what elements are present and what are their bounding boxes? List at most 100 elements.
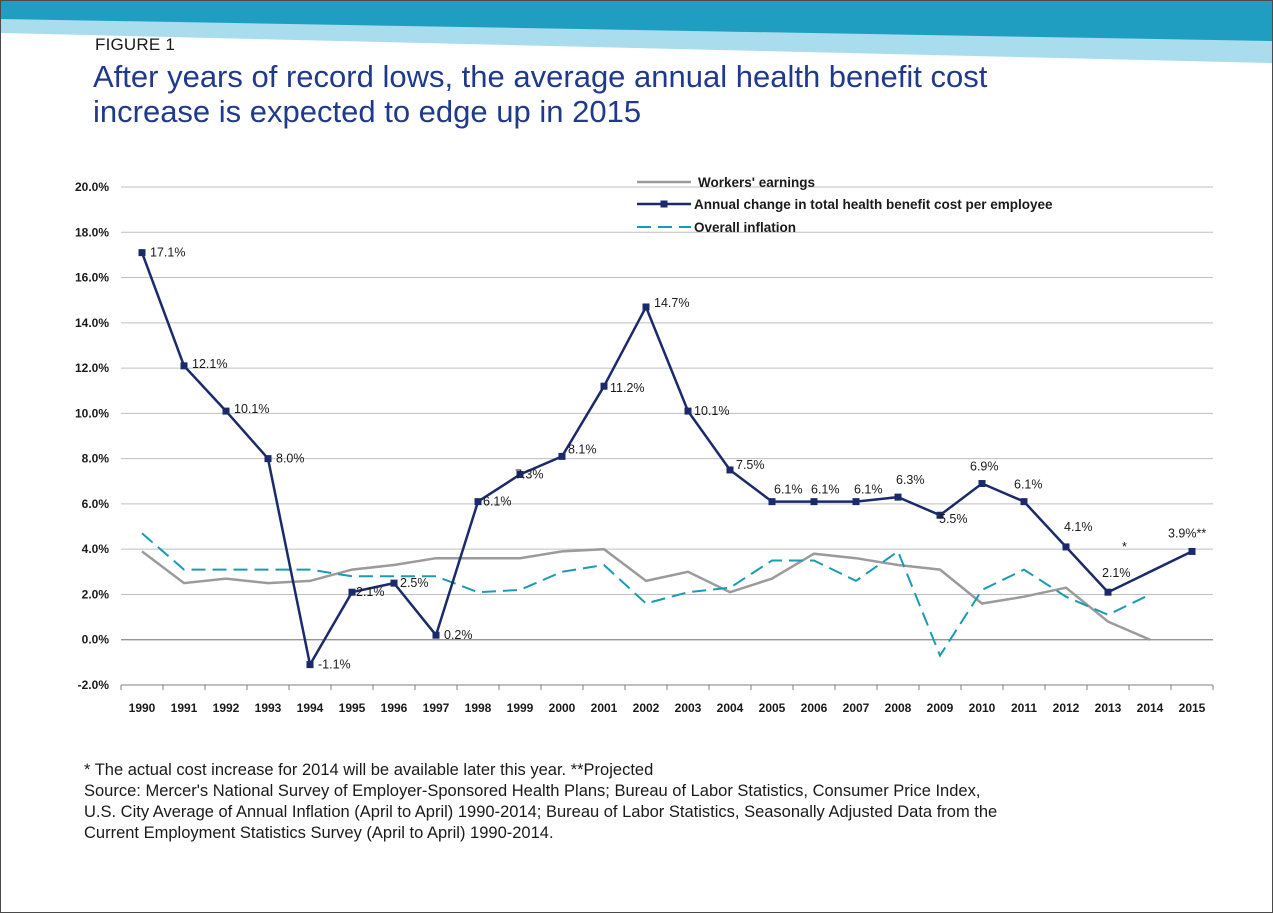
x-tick-label: 2006 [801,701,828,715]
x-tick-label: 2002 [633,701,660,715]
health-cost-data-label: 2.1% [356,585,385,599]
x-tick-label: 2012 [1053,701,1080,715]
health-cost-data-label: 6.1% [811,483,840,497]
x-tick-label: 2011 [1011,701,1037,715]
health-cost-marker [306,661,314,669]
x-tick-label: 1993 [255,701,282,715]
health-cost-marker [978,480,986,488]
health-cost-marker [810,498,818,506]
x-tick-label: 1991 [171,701,198,715]
inflation-line [141,532,1151,658]
health-cost-data-label: 10.1% [694,404,729,418]
header-banner [1,1,1272,63]
health-cost-data-label: 8.1% [568,442,597,456]
health-cost-marker [1188,547,1196,555]
legend-label: Workers' earnings [698,175,815,190]
health-cost-marker [642,303,650,311]
health-cost-data-label: 6.1% [483,495,512,509]
x-tick-label: 1999 [507,701,534,715]
health-cost-marker [138,249,146,257]
x-tick-label: 1995 [339,701,366,715]
y-tick-label: 18.0% [75,225,109,239]
health-cost-marker [894,493,902,501]
legend-label: Overall inflation [694,220,796,235]
health-cost-marker [684,407,692,415]
x-tick-label: 1998 [465,701,492,715]
x-tick-label: 2005 [759,701,786,715]
footnote-source-3: Current Employment Statistics Survey (Ap… [84,824,554,842]
y-tick-label: 2.0% [82,587,110,601]
earnings-line [141,547,1151,641]
health-cost-data-label: 6.3% [896,473,925,487]
chart-title-line-1: After years of record lows, the average … [93,59,988,94]
health-cost-data-label: 8.0% [276,452,305,466]
y-axis: -2.0% 0.0% 2.0% 4.0% 6.0% 8.0% 10.0% 12.0% 14.0%… [75,180,109,692]
footnote-asterisk: * The actual cost increase for 2014 will… [84,761,654,779]
series-layer [138,249,1196,669]
footnote-source-1: Source: Mercer's National Survey of Empl… [84,782,981,800]
footnote-source-2: U.S. City Average of Annual Inflation (A… [84,803,998,821]
y-tick-label: 0.0% [82,633,110,647]
health-cost-data-label: 7.3% [515,467,544,481]
health-cost-marker [768,498,776,506]
health-cost-marker [1020,498,1028,506]
x-tick-label: 2015 [1179,701,1206,715]
health-cost-data-label: 10.1% [234,402,269,416]
health-cost-marker [516,470,524,478]
grid-lines [121,186,1213,686]
y-tick-label: -2.0% [78,678,110,692]
x-tick-label: 2001 [591,701,618,715]
y-tick-label: 10.0% [75,406,109,420]
health-cost-marker [264,455,272,463]
banner-dark-band [1,1,1272,41]
health-cost-data-label: 6.9% [970,460,999,474]
x-tick-label: 1997 [423,701,450,715]
health-cost-data-label: 7.5% [736,458,765,472]
y-tick-label: 12.0% [75,361,109,375]
x-tick-label: 2013 [1095,701,1122,715]
health-cost-data-label: 5.5% [939,512,968,526]
footnotes: * The actual cost increase for 2014 will… [84,760,1234,844]
health-cost-marker [1062,543,1070,551]
x-tick-label: 2007 [843,701,870,715]
health-cost-marker [600,382,608,390]
x-tick-label: 2009 [927,701,954,715]
x-tick-label: 2004 [717,701,744,715]
y-tick-label: 14.0% [75,316,109,330]
x-tick-label: 2003 [675,701,702,715]
x-tick-label: 1992 [213,701,240,715]
y-tick-label: 16.0% [75,271,109,285]
health-cost-marker [222,407,230,415]
y-tick-label: 20.0% [75,180,109,194]
y-tick-label: 8.0% [82,452,110,466]
health-cost-marker [936,511,944,519]
legend-label: Annual change in total health benefit co… [694,197,1053,212]
health-cost-data-label: 2.1% [1102,566,1131,580]
health-cost-data-label: 4.1% [1064,520,1093,534]
health-cost-marker [1104,588,1112,596]
health-cost-data-label: 6.1% [774,483,803,497]
health-cost-marker [474,498,482,506]
line-chart: -2.0% 0.0% 2.0% 4.0% 6.0% 8.0% 10.0% 12.0% 14.0%… [75,175,1214,715]
legend-health-marker [660,200,668,208]
health-cost-marker [726,466,734,474]
health-cost-data-label: 17.1% [150,246,185,260]
x-tick-label: 2010 [969,701,996,715]
legend: Workers' earnings Annual change in total … [637,175,1053,235]
y-tick-label: 6.0% [82,497,110,511]
health-cost-data-label: 11.2% [610,381,645,395]
health-cost-data-label: 3.9%** [1168,526,1206,540]
health-cost-data-label: 0.2% [444,628,473,642]
health-cost-data-label: 6.1% [854,483,883,497]
health-cost-marker [180,362,188,370]
health-cost-data-label: 12.1% [192,357,227,371]
x-tick-label: 1994 [297,701,324,715]
health-cost-data-label: -1.1% [318,658,351,672]
figure-label: FIGURE 1 [95,35,176,54]
x-tick-label: 2008 [885,701,912,715]
health-cost-marker [390,579,398,587]
y-tick-label: 4.0% [82,542,110,556]
data-labels: 17.1% 12.1% 10.1% 8.0% -1.1% 2.1% 2.5% 0.2% 6.1%… [150,246,1206,672]
health-cost-marker [432,631,440,639]
x-axis: 1990 1991 1992 1993 1994 1995 1996 1997 1998 1999… [120,639,1214,715]
